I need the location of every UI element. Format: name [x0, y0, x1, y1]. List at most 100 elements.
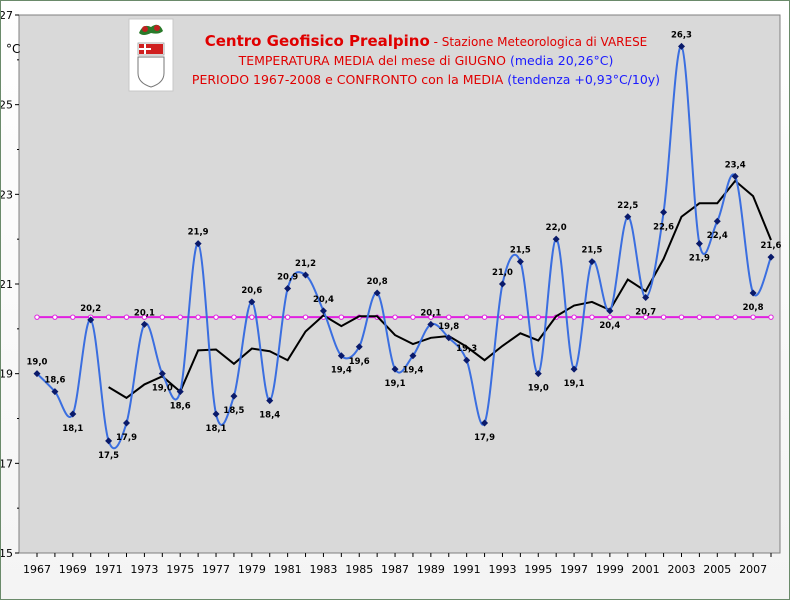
- data-point-marker: [69, 410, 77, 418]
- mean-marker: [481, 314, 488, 320]
- data-point-marker: [87, 316, 95, 324]
- moving-average-layer: [108, 179, 772, 400]
- x-tick-label: 2003: [667, 563, 695, 576]
- data-label: 20,6: [241, 286, 262, 296]
- chart-title-line1: Centro Geofisico Prealpino - Stazione Me…: [205, 32, 648, 50]
- data-label: 20,8: [743, 303, 764, 313]
- y-tick-label: 21: [1, 278, 13, 291]
- x-tick-label: 1991: [453, 563, 481, 576]
- x-tick-label: 1969: [59, 563, 87, 576]
- data-point-marker: [660, 208, 668, 216]
- chart-title-line3: PERIODO 1967-2008 e CONFRONTO con la MED…: [192, 72, 660, 87]
- x-tick-label: 1981: [274, 563, 302, 576]
- data-label: 21,5: [510, 246, 531, 256]
- data-point-marker: [731, 172, 739, 180]
- data-point-marker: [427, 320, 435, 328]
- data-point-marker: [176, 388, 184, 396]
- data-label: 17,5: [98, 451, 119, 461]
- moving-average-line: [108, 179, 772, 400]
- mean-marker: [589, 314, 595, 320]
- mean-marker: [678, 314, 685, 320]
- mean-marker: [714, 314, 720, 320]
- data-label: 19,3: [456, 344, 477, 354]
- mean-marker: [70, 314, 76, 320]
- data-point-marker: [230, 392, 238, 400]
- mean-marker: [463, 314, 470, 320]
- data-label: 20,1: [420, 308, 441, 318]
- mean-marker: [392, 314, 398, 320]
- x-tick-label: 1989: [417, 563, 445, 576]
- chart-title-period: PERIODO 1967-2008 e CONFRONTO con la MED…: [192, 72, 507, 87]
- mean-marker: [52, 314, 58, 320]
- data-label: 19,1: [385, 379, 406, 389]
- data-label: 19,4: [402, 366, 423, 376]
- mean-marker: [213, 314, 219, 320]
- y-tick-label: 27: [1, 9, 13, 22]
- x-tick-label: 1985: [345, 563, 373, 576]
- data-point-marker: [33, 370, 41, 378]
- mean-marker: [338, 314, 345, 320]
- y-tick-label: 19: [1, 368, 13, 381]
- data-point-marker: [588, 258, 596, 266]
- data-label: 22,4: [707, 231, 728, 241]
- x-tick-label: 1983: [309, 563, 337, 576]
- data-point-marker: [695, 240, 703, 248]
- data-point-marker: [284, 284, 292, 292]
- x-tick-label: 1999: [596, 563, 624, 576]
- mean-marker: [732, 314, 738, 320]
- data-label: 18,5: [223, 406, 244, 416]
- data-label: 17,9: [116, 433, 137, 443]
- x-tick-label: 2007: [739, 563, 767, 576]
- x-axis: 1967 1969 1971 1973 1975 1977 1979 1981 1983 1985…: [23, 553, 772, 576]
- mean-marker: [660, 314, 667, 320]
- data-point-marker: [409, 352, 417, 360]
- mean-marker: [696, 314, 703, 320]
- data-point-marker: [123, 419, 131, 427]
- data-label: 19,0: [152, 384, 173, 394]
- data-point-marker: [51, 388, 59, 396]
- x-tick-label: 1967: [23, 563, 51, 576]
- data-point-marker: [105, 437, 113, 445]
- data-point-marker: [677, 42, 685, 50]
- mean-marker: [607, 314, 613, 320]
- data-label: 19,0: [27, 358, 48, 368]
- data-point-marker: [248, 298, 256, 306]
- data-point-marker: [463, 356, 471, 364]
- data-label: 18,6: [44, 376, 65, 386]
- data-label: 21,9: [188, 228, 209, 238]
- data-point-marker: [319, 307, 327, 315]
- data-point-marker: [445, 334, 453, 342]
- mean-marker: [105, 314, 112, 320]
- mean-marker: [231, 314, 237, 320]
- data-label: 21,0: [492, 268, 513, 278]
- x-tick-label: 1971: [95, 563, 123, 576]
- y-tick-label: 25: [1, 99, 13, 112]
- data-label: 18,4: [259, 411, 280, 421]
- mean-marker: [750, 314, 756, 320]
- data-label: 20,4: [313, 295, 334, 305]
- data-label: 20,2: [80, 304, 101, 314]
- x-tick-label: 1979: [238, 563, 266, 576]
- mean-marker: [428, 314, 434, 320]
- mean-marker: [499, 314, 506, 320]
- data-point-marker: [606, 307, 614, 315]
- data-point-marker: [266, 397, 274, 405]
- chart-title-line2: TEMPERATURA MEDIA del mese di GIUGNO (me…: [238, 53, 614, 68]
- data-label: 17,9: [474, 433, 495, 443]
- data-label: 20,1: [134, 308, 155, 318]
- data-point-marker: [552, 235, 560, 243]
- data-label: 19,0: [528, 384, 549, 394]
- data-label: 21,9: [689, 254, 710, 264]
- x-tick-label: 1975: [166, 563, 194, 576]
- mean-marker: [159, 314, 166, 320]
- chart-title-month: TEMPERATURA MEDIA del mese di GIUGNO: [238, 53, 510, 68]
- data-point-marker: [713, 217, 721, 225]
- data-label: 26,3: [671, 30, 692, 40]
- data-label: 19,1: [564, 379, 585, 389]
- data-point-marker: [481, 419, 489, 427]
- data-label: 22,5: [617, 201, 638, 211]
- x-tick-label: 1995: [524, 563, 552, 576]
- x-tick-label: 1993: [488, 563, 516, 576]
